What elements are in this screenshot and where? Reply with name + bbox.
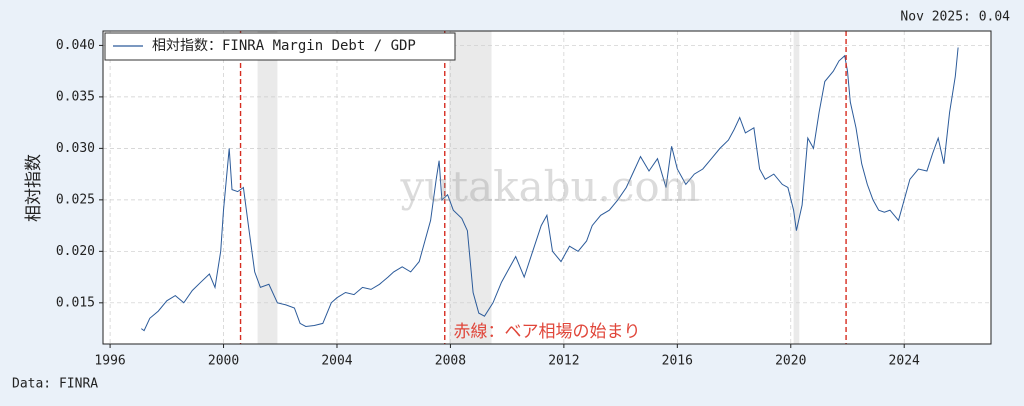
y-tick-label: 0.030 — [56, 141, 95, 156]
x-tick-label: 2000 — [208, 354, 239, 369]
x-tick-label: 2004 — [321, 354, 352, 369]
x-tick-label: 2024 — [889, 354, 920, 369]
recession-band — [793, 31, 800, 344]
source: Data: FINRA — [12, 377, 98, 392]
x-tick-label: 2008 — [435, 354, 466, 369]
plot-area — [103, 31, 991, 344]
y-tick-label: 0.020 — [56, 244, 95, 259]
y-tick-label: 0.035 — [56, 89, 95, 104]
x-tick-label: 2012 — [548, 354, 579, 369]
recession-band — [257, 31, 278, 344]
legend-label: 相対指数：FINRA Margin Debt / GDP — [152, 38, 416, 54]
y-tick-label: 0.015 — [56, 295, 95, 310]
recession-band — [449, 31, 492, 344]
y-tick-label: 0.040 — [56, 38, 95, 53]
legend-box — [104, 32, 456, 61]
y-tick-label: 0.025 — [56, 192, 95, 207]
top-annotation: Nov 2025: 0.04 — [900, 10, 1010, 25]
x-tick-label: 2020 — [775, 354, 806, 369]
note: 赤線：ベア相場の始まり — [454, 322, 641, 342]
legend: 相対指数：FINRA Margin Debt / GDP — [104, 32, 456, 61]
watermark: yutakabu.com — [399, 162, 699, 211]
series-line — [141, 47, 959, 332]
x-tick-label: 2016 — [662, 354, 693, 369]
y-axis-label: 相対指数 — [24, 154, 44, 222]
x-tick-label: 1996 — [94, 354, 125, 369]
plot-frame — [102, 30, 992, 345]
